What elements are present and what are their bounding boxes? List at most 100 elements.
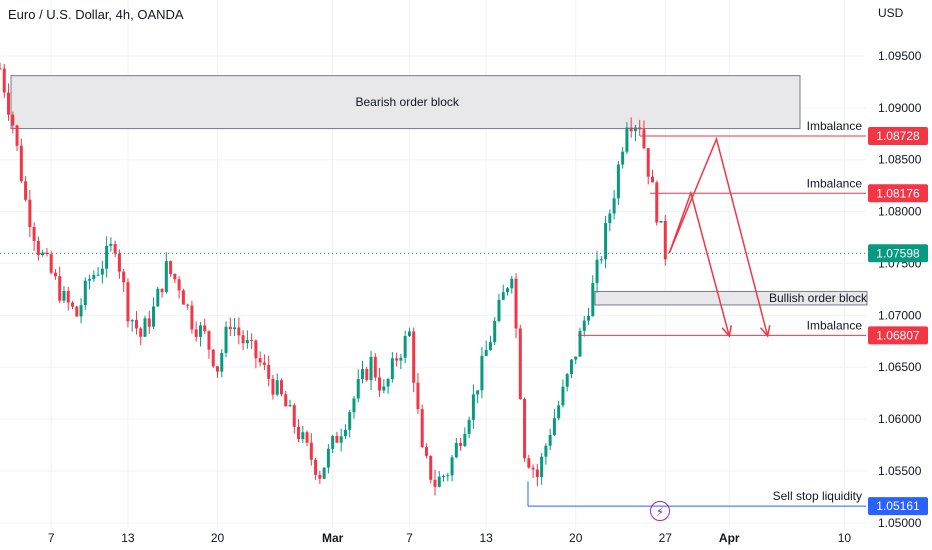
candle-body [305,432,309,443]
candle-body [2,68,6,93]
candle-body [322,467,326,479]
candle-body [194,329,198,337]
price-tag-text: 1.05161 [876,499,920,513]
candle-body [130,320,134,322]
candle-body [139,328,143,337]
x-tick-label: 20 [211,531,225,545]
price-tag-bg [868,127,928,146]
current-price-tag-text: 1.07598 [876,246,920,260]
candle-body [66,290,70,303]
candle-body [663,220,667,260]
x-tick-label: 10 [838,531,852,545]
candle-body [488,342,492,351]
candle-body [433,479,437,487]
candle-body [58,276,62,301]
price-tag-bg [868,184,928,203]
y-tick-label: 1.09500 [878,49,922,63]
currency-label: USD [878,6,904,20]
candle-body [339,436,343,443]
candle-body [621,151,625,165]
chart-title: Euro / U.S. Dollar, 4h, OANDA [8,7,184,22]
candle-body [173,273,177,280]
candle-body [177,279,181,291]
candle-body [224,326,228,354]
candle-body [446,475,450,477]
price-tag-text: 1.08728 [876,129,920,143]
candle-body [625,127,629,152]
candle-body [331,435,335,449]
candle-body [288,405,292,407]
candle-body [493,320,497,343]
candle-body [160,288,164,293]
projection-path [668,136,769,337]
candle-body [147,318,151,327]
candle-body [390,358,394,380]
level-label: Imbalance [807,119,863,133]
candle-body [314,459,318,475]
candle-body [258,358,262,363]
candle-body [254,340,258,359]
projection-arrowhead [759,325,771,338]
candle-body [92,274,96,280]
y-tick-label: 1.07000 [878,308,922,322]
candle-body [561,386,565,406]
candle-body [113,243,117,254]
candle-body [646,148,650,177]
candle-body [143,318,147,337]
candle-body [437,476,441,487]
current-price-tag-bg [868,244,928,263]
candle-body [420,409,424,448]
candle-body [501,292,505,300]
candle-body [152,306,156,327]
candle-body [271,378,275,395]
candle-body [181,290,185,305]
candle-body [599,259,603,261]
candle-body [412,331,416,383]
candle-body [369,356,373,381]
candle-body [41,252,45,255]
candle-body [36,240,40,255]
candle-body [531,467,535,470]
candle-body [476,390,480,395]
order-block-zone [594,290,868,306]
candle-body [582,320,586,331]
candle-body [527,458,531,468]
y-tick-label: 1.06500 [878,360,922,374]
candle-body [96,274,100,276]
candle-body [407,331,411,337]
candle-body [237,327,241,336]
level-label: Sell stop liquidity [773,489,862,503]
candle-body [454,443,458,458]
x-tick-label: 27 [659,531,673,545]
price-tag-text: 1.08176 [876,186,920,200]
candle-body [83,280,87,306]
candle-body [11,114,15,126]
candle-body [109,243,113,246]
x-tick-label: 7 [48,531,55,545]
candle-body [480,355,484,391]
candle-body [365,369,369,381]
candle-body [301,432,305,439]
candle-body [275,380,279,395]
candle-body [216,366,219,372]
y-tick-label: 1.05500 [878,464,922,478]
candle-body [356,379,360,399]
candle-body [156,288,160,307]
candle-body [574,356,578,360]
x-tick-label: 7 [406,531,413,545]
candle-body [117,253,121,272]
candle-body [228,326,232,330]
candle-body [134,320,138,329]
candle-body [591,283,595,316]
lightning-bolt-icon[interactable]: ⚡ [650,501,670,521]
candle-body [164,261,168,293]
candle-body [629,127,633,132]
order-block-label: Bullish order block [769,291,868,305]
order-block-zone [10,75,801,130]
candle-body [638,127,642,130]
candle-body [241,335,245,344]
candle-body [250,339,254,341]
candle-body [518,328,522,400]
candle-body [19,145,23,182]
